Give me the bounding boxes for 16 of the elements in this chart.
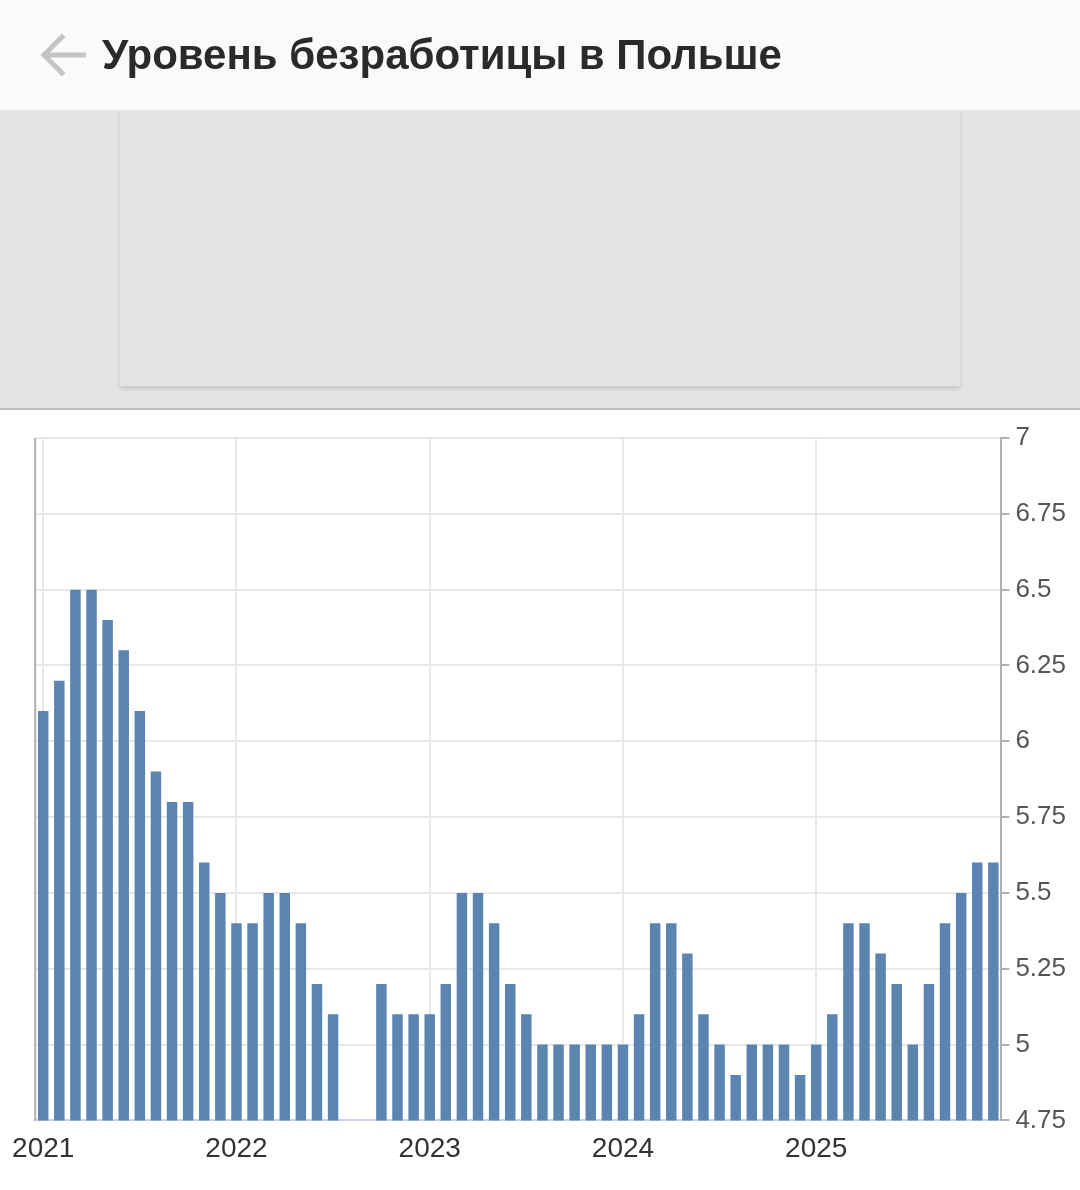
y-tick-label: 5.5: [1015, 876, 1052, 907]
y-tick-label: 4.75: [1015, 1103, 1067, 1134]
x-tick-label: 2025: [785, 1131, 848, 1163]
y-tick-label: 6.5: [1015, 572, 1052, 603]
y-tick-label: 5: [1015, 1027, 1030, 1058]
x-tick-label: 2022: [205, 1131, 268, 1163]
x-tick-label: 2023: [398, 1131, 461, 1163]
y-tick-label: 5.25: [1015, 951, 1067, 982]
x-tick-label: 2024: [591, 1131, 655, 1163]
y-tick-label: 5.75: [1015, 800, 1067, 831]
y-tick-label: 6: [1015, 724, 1030, 755]
y-tick-label: 6.25: [1015, 648, 1067, 679]
chart-title: Уровень безработицы в Польше: [102, 31, 782, 79]
x-tick-label: 2021: [12, 1131, 75, 1163]
y-tick-label: 6.75: [1015, 496, 1067, 527]
y-tick-label: 7: [1015, 421, 1030, 452]
